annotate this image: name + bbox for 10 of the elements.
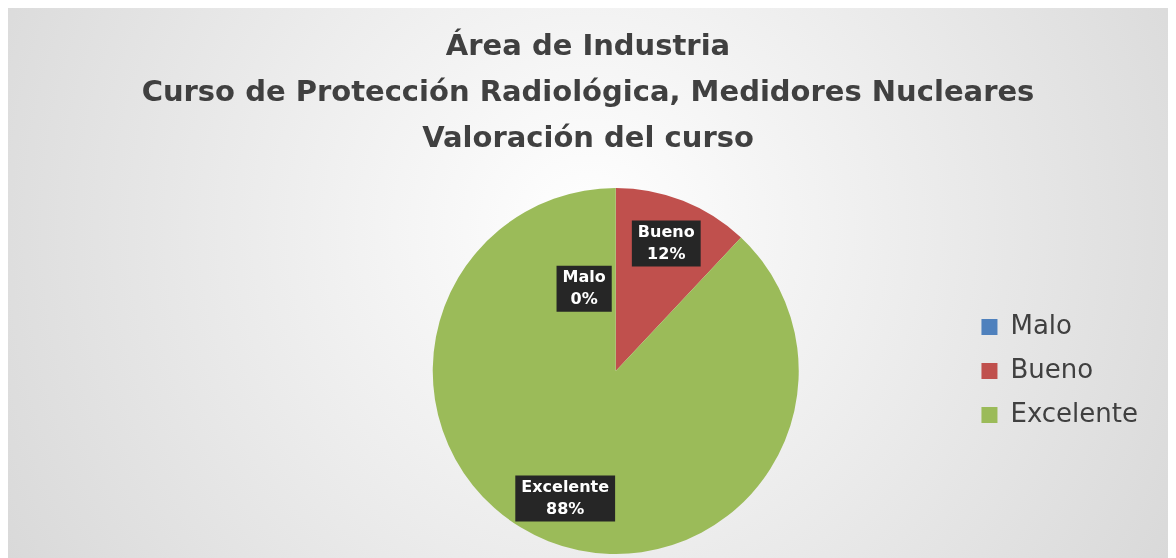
- slice-label: Bueno: [637, 221, 695, 241]
- legend-label: Bueno: [1010, 353, 1094, 384]
- legend-label: Excelente: [1010, 397, 1139, 428]
- text: 0%: [570, 288, 598, 308]
- slice-label: Excelente: [521, 476, 610, 496]
- chart-title: Área de Industria Curso de Protección Radiológica, Medidores Nucleares Valoración del curso: [140, 27, 1036, 156]
- category-label: Malo: [562, 266, 606, 286]
- data-label: 12%: [647, 243, 686, 263]
- data-label: 88%: [546, 498, 585, 518]
- legend-label: Malo: [1010, 309, 1072, 340]
